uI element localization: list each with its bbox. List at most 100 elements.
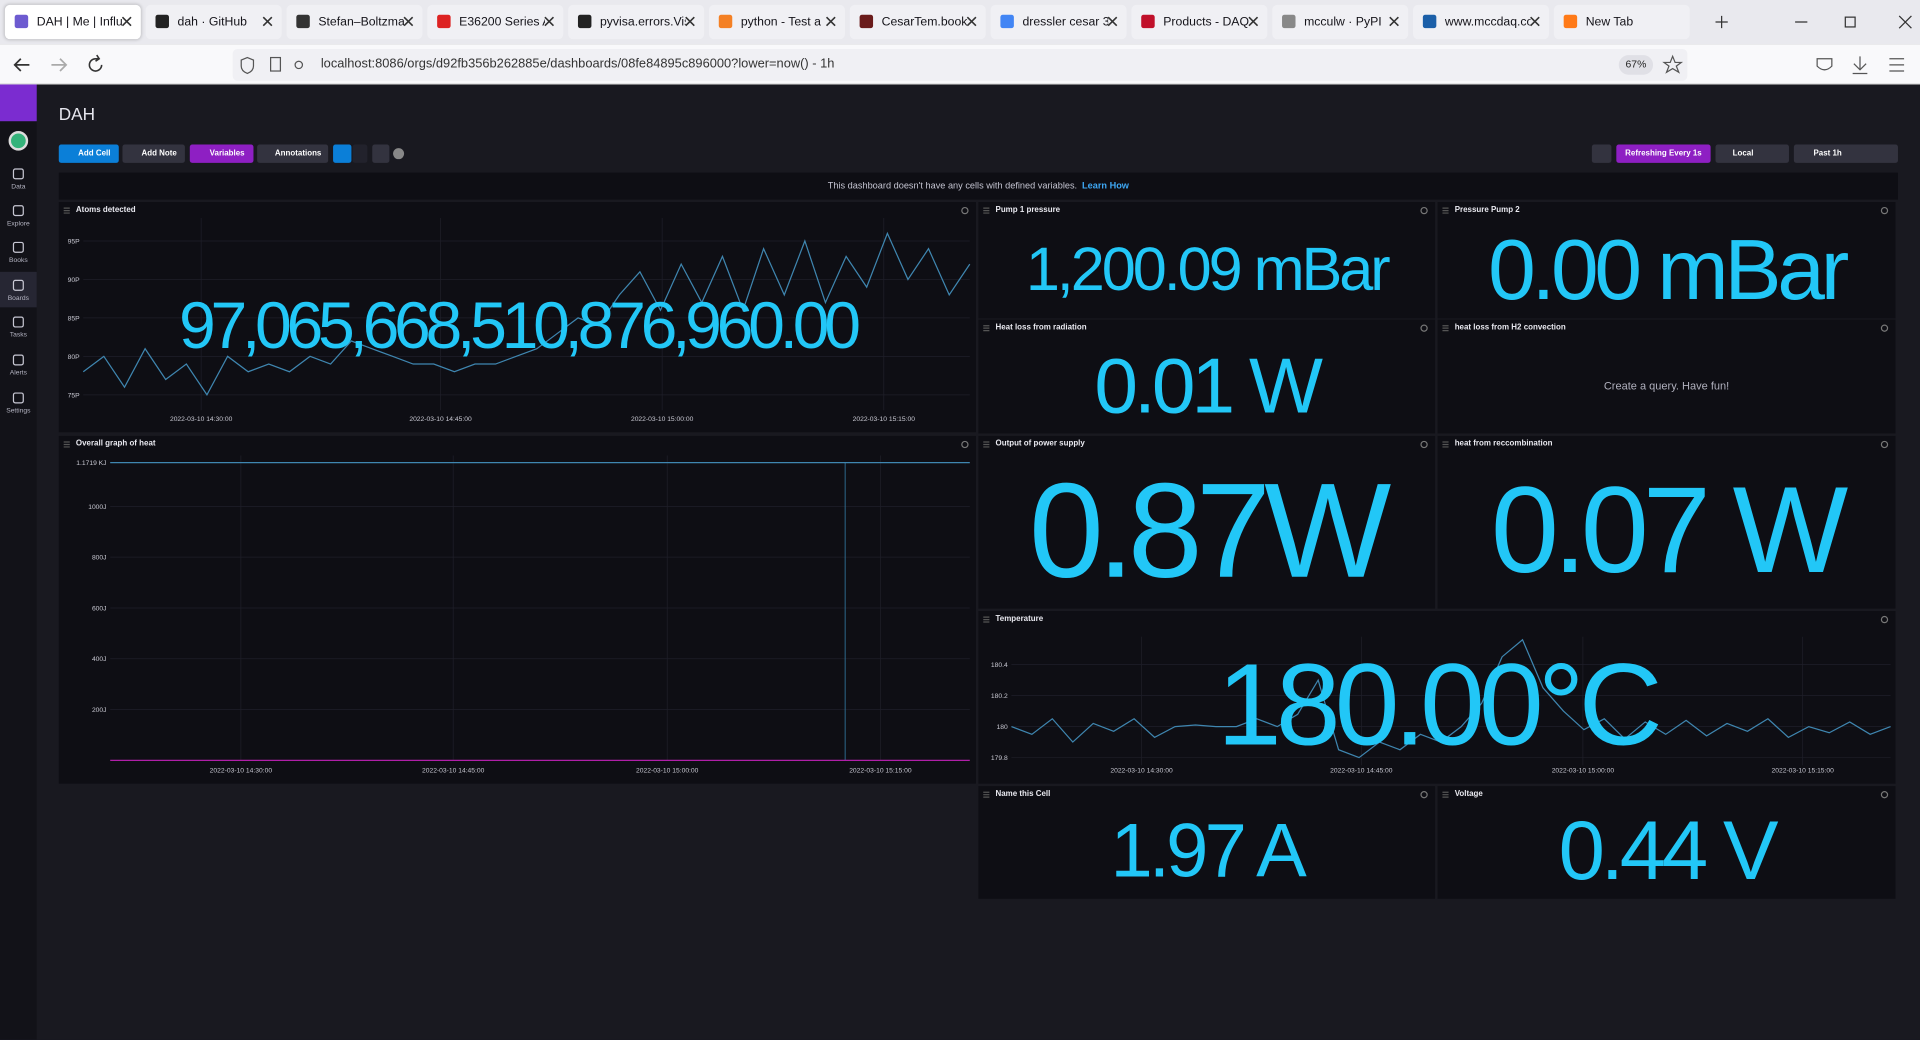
cell-title: Atoms detected bbox=[75, 205, 136, 215]
auto-refresh[interactable]: Refreshing Every 1s bbox=[1616, 144, 1711, 163]
cell-menu bbox=[961, 440, 969, 449]
back-button[interactable] bbox=[13, 58, 30, 72]
sidebar-icon bbox=[12, 241, 24, 253]
close-window-button[interactable] bbox=[1898, 15, 1912, 29]
browser-tab[interactable]: pyvisa.errors.Vis bbox=[568, 4, 705, 40]
x-tick-label: 2022-03-10 15:00:00 bbox=[1552, 768, 1615, 775]
tab-close bbox=[121, 16, 132, 27]
tab-close bbox=[1530, 16, 1540, 27]
x-tick-label: 2022-03-10 14:30:00 bbox=[210, 768, 273, 775]
presentation-toggle[interactable] bbox=[333, 144, 352, 163]
drag-handle bbox=[1442, 791, 1449, 798]
fullscreen-button[interactable] bbox=[372, 144, 390, 163]
sidebar-label[interactable]: Tasks bbox=[9, 331, 27, 340]
browser-tab[interactable]: dah · GitHub bbox=[145, 4, 282, 40]
sidebar-label[interactable]: Alerts bbox=[9, 369, 27, 378]
tab-close bbox=[966, 16, 977, 27]
browser-tab[interactable]: dressler cesar 30 bbox=[990, 4, 1127, 40]
time-range-dropdown[interactable]: Past 1h bbox=[1793, 144, 1898, 163]
drag-handle bbox=[1442, 441, 1449, 448]
cell-chart: 180.4 180.2 180 179.8 2022-03-10 14:30:00 202… bbox=[991, 636, 1891, 775]
tab-favicon bbox=[1563, 14, 1578, 29]
browser-tab[interactable]: DAH | Me | Influ bbox=[4, 4, 141, 40]
dashboard-cell: Atoms detected 95P 90P 85P 80P 75P 2022-03-10 … bbox=[58, 202, 976, 433]
forward-button[interactable] bbox=[51, 58, 68, 72]
browser-tab[interactable]: www.mccdaq.co bbox=[1413, 4, 1549, 40]
browser-tab[interactable]: New Tab bbox=[1553, 4, 1690, 40]
browser-tab[interactable]: CesarTem.book bbox=[849, 4, 986, 40]
sidebar-icon-shape bbox=[12, 279, 24, 291]
downloads-icon[interactable] bbox=[1852, 56, 1868, 75]
url-field[interactable] bbox=[232, 48, 1688, 81]
y-tick-label: 1000J bbox=[88, 504, 106, 511]
nav-icons bbox=[13, 48, 1905, 81]
drag-handle bbox=[63, 441, 70, 448]
sidebar-label[interactable]: Data bbox=[11, 183, 26, 192]
toolbar-button[interactable]: Add Cell bbox=[58, 144, 119, 163]
y-tick-label: 95P bbox=[68, 238, 80, 245]
drag-handle bbox=[983, 791, 990, 798]
single-stat-value: 1.97 A bbox=[1110, 808, 1306, 894]
tab-title: dah · GitHub bbox=[177, 15, 247, 29]
menu-icon[interactable] bbox=[1889, 58, 1905, 72]
refresh-button[interactable] bbox=[1591, 144, 1612, 163]
browser-tab[interactable]: mcculw · PyPI bbox=[1272, 4, 1409, 40]
sidebar-icon bbox=[12, 392, 24, 404]
tab-close-glyph bbox=[544, 16, 555, 27]
sidebar-icon bbox=[12, 316, 24, 328]
tab-title: Products - DAQ bbox=[1163, 15, 1249, 29]
url-text: localhost:8086/orgs/d92fb356b262885e/das… bbox=[320, 56, 835, 72]
pocket-icon[interactable] bbox=[1816, 58, 1833, 71]
toolbar-button[interactable]: Annotations bbox=[257, 144, 329, 163]
dashboard-cell: Voltage 0.44 V bbox=[1437, 786, 1896, 899]
mode-toggle[interactable] bbox=[352, 144, 368, 163]
cell-menu bbox=[1420, 791, 1428, 799]
tab-favicon bbox=[14, 14, 29, 29]
notice-link[interactable]: Learn How bbox=[1082, 180, 1129, 192]
tab-close-glyph bbox=[262, 16, 273, 27]
tab-favicon bbox=[155, 14, 169, 29]
dashboard-cell: heat loss from H2 convection Create a que… bbox=[1437, 319, 1896, 434]
new-tab-button[interactable] bbox=[1715, 15, 1728, 29]
bookmark-star[interactable] bbox=[1662, 54, 1684, 74]
tab-close bbox=[544, 16, 555, 27]
reload-button[interactable] bbox=[88, 54, 103, 72]
zoom-level[interactable]: 67% bbox=[1625, 57, 1647, 70]
browser-tab[interactable]: E36200 Series Au bbox=[427, 4, 564, 40]
x-tick-label: 2022-03-10 14:30:00 bbox=[170, 416, 233, 423]
sidebar-label[interactable]: Books bbox=[8, 257, 28, 265]
cell-menu bbox=[1880, 324, 1889, 332]
help-icon[interactable] bbox=[393, 148, 405, 160]
single-stat-value: 1,200.09 mBar bbox=[1025, 234, 1391, 304]
cell-chart: 95P 90P 85P 80P 75P 2022-03-10 14:30:00 2022-0… bbox=[68, 217, 971, 423]
dashboard-cell: Output of power supply 0.87W bbox=[978, 435, 1436, 609]
sidebar-label[interactable]: Explore bbox=[6, 220, 30, 228]
zoom-pill[interactable] bbox=[1618, 55, 1654, 75]
cell-menu bbox=[1420, 206, 1428, 215]
cell-title: Temperature bbox=[995, 614, 1044, 624]
cell-decorations bbox=[1442, 206, 1889, 215]
user-avatar[interactable] bbox=[8, 131, 29, 151]
browser-tab[interactable]: python - Test a bbox=[708, 4, 845, 40]
tab-favicon bbox=[437, 14, 451, 29]
tab-close bbox=[262, 16, 273, 27]
browser-tab[interactable]: Stefan–Boltzmar bbox=[286, 4, 423, 40]
drag-handle bbox=[983, 207, 990, 214]
tab-close-glyph bbox=[1389, 16, 1399, 27]
sidebar-label[interactable]: Boards bbox=[7, 295, 30, 303]
timezone-dropdown[interactable]: Local bbox=[1715, 144, 1789, 163]
x-tick-label: 2022-03-10 14:45:00 bbox=[422, 768, 485, 775]
restore-button[interactable] bbox=[1844, 16, 1856, 28]
drag-handle bbox=[983, 441, 990, 448]
y-tick-label: 1.1719 KJ bbox=[76, 460, 106, 467]
influx-logo[interactable] bbox=[0, 84, 37, 122]
sidebar-label[interactable]: Settings bbox=[6, 407, 31, 416]
toolbar-button[interactable]: Variables bbox=[189, 144, 254, 163]
browser-tab[interactable]: Products - DAQ bbox=[1131, 4, 1268, 40]
dashboard-cell: Heat loss from radiation 0.01 W bbox=[978, 319, 1436, 434]
toolbar-button[interactable]: Add Note bbox=[122, 144, 185, 163]
cell-decorations bbox=[63, 206, 969, 215]
tab-close-glyph bbox=[121, 16, 132, 27]
cell-title: Output of power supply bbox=[995, 439, 1085, 449]
cell-decorations bbox=[1442, 440, 1889, 449]
